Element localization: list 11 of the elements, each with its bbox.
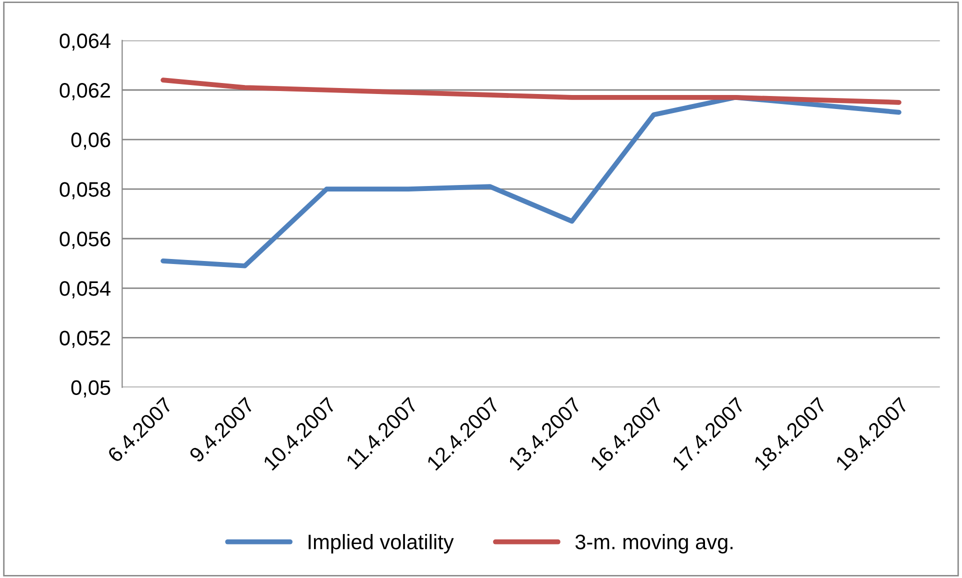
line-series (160, 78, 902, 105)
y-tick-label: 0,056 (60, 232, 110, 249)
y-tick-label: 0,058 (60, 182, 110, 200)
legend-label: 3-m. moving avg. (575, 534, 733, 554)
y-tick-label: 0,05 (71, 380, 110, 398)
y-tick-label: 0,052 (60, 330, 110, 348)
y-tick-label: 0,064 (60, 33, 110, 51)
y-tick-label: 0,054 (60, 281, 110, 298)
legend-label: Implied volatility (308, 534, 454, 554)
y-tick-label: 0,062 (60, 83, 110, 100)
y-tick-label: 0,06 (71, 132, 110, 150)
